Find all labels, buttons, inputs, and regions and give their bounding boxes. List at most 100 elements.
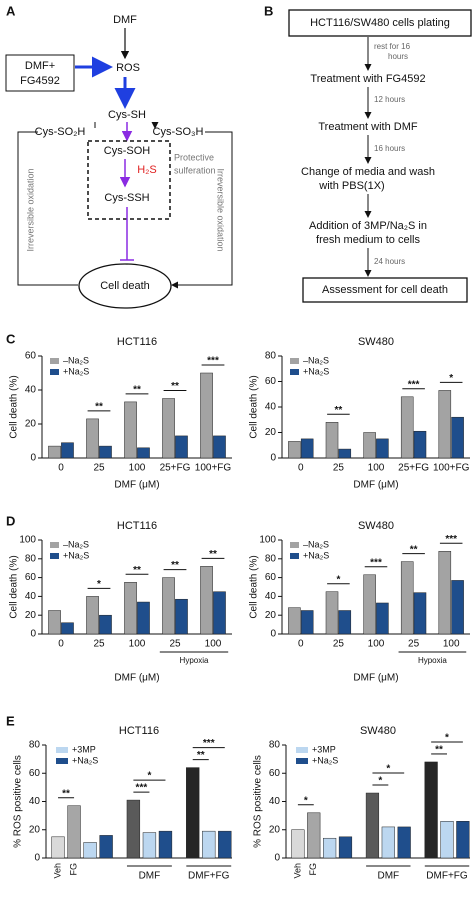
chart-title: SW480 <box>360 725 396 737</box>
node: Cell death <box>100 280 150 292</box>
legend-swatch <box>56 758 68 764</box>
bar <box>83 842 97 859</box>
y-tick-label: 80 <box>29 740 41 751</box>
x-tick-label: 100 <box>443 639 460 650</box>
x-tick-label: 0 <box>58 463 64 474</box>
legend-label: –Na₂S <box>303 539 329 549</box>
dashed-box <box>87 140 171 220</box>
x-tick-label: 100 <box>129 639 146 650</box>
panel-letter: A <box>6 3 16 18</box>
panel-a: A DMF DMF+ FG4592 ROS Cys-SH Cys-SO₂H Cy… <box>5 3 233 309</box>
x-tick-label: 25 <box>333 463 345 474</box>
y-tick-label: 40 <box>265 402 277 413</box>
sig-label: ** <box>335 405 343 416</box>
x-axis-label: DMF (μM) <box>353 673 398 684</box>
sig-label: ** <box>209 549 217 560</box>
bracket-label: Hypoxia <box>418 656 447 665</box>
y-tick-label: 40 <box>269 796 281 807</box>
panel-letter: D <box>6 513 15 528</box>
bar <box>300 610 314 635</box>
y-tick-label: 0 <box>274 853 280 864</box>
bar <box>288 441 301 459</box>
note: Irreversible oxidation <box>25 168 35 251</box>
bar <box>338 610 352 635</box>
y-tick-label: 20 <box>25 610 37 621</box>
bar <box>200 372 213 459</box>
y-tick-label: 20 <box>25 419 37 430</box>
sig-label: ** <box>133 565 141 576</box>
x-tick-label: 100 <box>368 463 385 474</box>
bar <box>48 610 61 635</box>
chart-title: SW480 <box>358 336 394 348</box>
node: Cys-SH <box>108 109 146 121</box>
sig-label: ** <box>410 544 418 555</box>
sig-label: *** <box>370 557 382 568</box>
legend-label: +Na₂S <box>72 755 98 765</box>
bar <box>218 830 232 859</box>
bar <box>400 396 414 459</box>
bar <box>99 835 113 859</box>
y-tick-label: 20 <box>265 427 277 438</box>
x-tick-label: 100+FG <box>433 463 470 474</box>
y-tick-label: 40 <box>265 591 277 602</box>
node: Cys-SO₂H <box>35 126 86 138</box>
note: Irreversible oxidation <box>216 168 226 251</box>
bar <box>126 799 141 859</box>
y-tick-label: 20 <box>29 824 41 835</box>
panel-b: B HCT116/SW480 cells plating rest for 16… <box>264 3 472 303</box>
bar <box>365 792 380 859</box>
legend-label: +Na₂S <box>312 755 338 765</box>
bar <box>158 830 173 859</box>
box <box>5 54 75 92</box>
sig-label: * <box>304 795 308 806</box>
bar <box>86 596 99 635</box>
y-tick-label: 60 <box>29 768 41 779</box>
legend-swatch <box>56 747 68 753</box>
bar <box>99 614 112 635</box>
y-tick-label: 40 <box>25 385 37 396</box>
bar <box>400 561 414 635</box>
legend-swatch <box>290 358 299 364</box>
legend-label: –Na₂S <box>303 355 329 365</box>
sig-label: * <box>336 574 340 585</box>
panel-letter: C <box>6 331 16 346</box>
sig-label: * <box>386 764 390 775</box>
step: Change of media and wash <box>301 166 435 178</box>
y-tick-label: 40 <box>29 796 41 807</box>
bar <box>175 435 188 459</box>
sig-label: ** <box>62 788 70 799</box>
x-tick-label: Veh <box>292 863 302 879</box>
bar <box>456 821 470 859</box>
x-axis-label: DMF (μM) <box>353 480 398 491</box>
legend-swatch <box>50 553 59 559</box>
legend-swatch <box>290 553 299 559</box>
bar <box>451 580 464 635</box>
bar <box>175 598 188 635</box>
bar <box>200 566 213 635</box>
bar <box>86 418 99 459</box>
group-label: DMF <box>139 871 161 882</box>
bar <box>162 398 175 459</box>
bar <box>376 438 389 459</box>
bar <box>213 591 226 635</box>
bar <box>202 830 216 859</box>
y-axis-label: Cell death (%) <box>249 375 260 438</box>
bar <box>307 812 321 859</box>
bracket-label: Hypoxia <box>180 656 209 665</box>
legend-swatch <box>50 358 59 364</box>
x-tick-label: 25 <box>333 639 345 650</box>
y-axis-label: Cell death (%) <box>9 375 20 438</box>
node: H₂S <box>137 164 157 176</box>
bar <box>300 438 314 459</box>
bracket <box>171 131 233 289</box>
y-tick-label: 60 <box>265 572 277 583</box>
bar <box>124 401 137 459</box>
step: Treatment with FG4592 <box>310 73 425 85</box>
x-tick-label: 25 <box>408 639 420 650</box>
y-axis-label: Cell death (%) <box>9 555 20 618</box>
step: HCT116/SW480 cells plating <box>310 17 450 29</box>
sig-label: * <box>147 771 151 782</box>
step: Treatment with DMF <box>318 121 418 133</box>
y-tick-label: 80 <box>25 553 37 564</box>
box <box>288 9 472 37</box>
